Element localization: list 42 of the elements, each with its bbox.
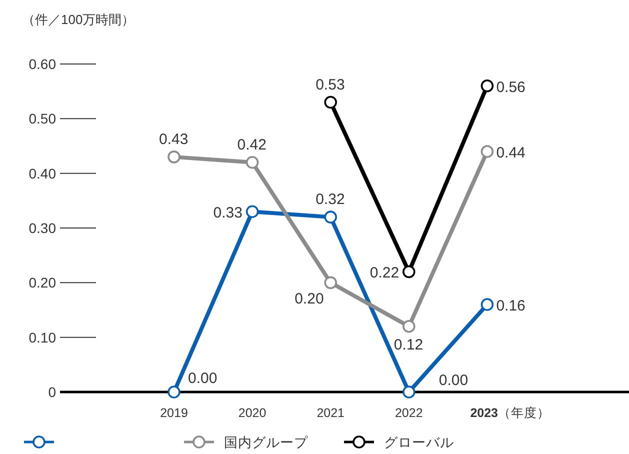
data-label: 0.33 [213, 204, 243, 222]
point [402, 265, 416, 278]
x-tick-label: 2022 [394, 406, 423, 420]
y-tick-label: 0.60 [28, 56, 56, 72]
data-label: 0.12 [394, 336, 424, 354]
data-label: 0.00 [438, 372, 468, 389]
y-tick-label: 0.20 [28, 274, 56, 291]
point [480, 298, 494, 311]
data-label: 0.22 [370, 264, 400, 282]
y-tick-label: 0.10 [28, 329, 56, 346]
point [246, 156, 259, 169]
point [324, 96, 337, 109]
point [480, 79, 494, 92]
x-tick-label: 2019 [160, 406, 188, 420]
data-label: 0.16 [496, 298, 526, 315]
x-tick-label: 2023 [470, 406, 498, 420]
point [168, 386, 180, 398]
point [168, 150, 180, 164]
data-label: 0.20 [294, 290, 324, 308]
y-tick-label: 0.50 [28, 110, 56, 127]
y-tick-label: 0 [48, 384, 56, 400]
x-tick-label: 2021 [316, 406, 345, 420]
y-axis-title: （件／100万時間） [22, 12, 135, 27]
legend-label: グローバル [384, 435, 454, 450]
y-tick-label: 0.40 [28, 165, 56, 182]
data-label: 0.42 [237, 136, 267, 154]
x-axis-title: （年度） [498, 405, 550, 420]
data-label: 0.43 [159, 130, 188, 148]
data-label: 0.56 [496, 78, 526, 96]
data-label: 0.32 [316, 191, 345, 208]
point [324, 210, 337, 224]
data-label: 0.53 [316, 76, 345, 94]
legend-label: 国内グループ [224, 435, 309, 450]
data-label: 0.44 [496, 144, 526, 162]
point [324, 276, 337, 290]
point [402, 386, 416, 398]
point [480, 145, 494, 158]
data-label: 0.00 [188, 370, 218, 387]
point [246, 205, 259, 218]
point [402, 320, 416, 333]
x-tick-label: 2020 [238, 406, 266, 420]
y-tick-label: 0.30 [28, 220, 56, 236]
